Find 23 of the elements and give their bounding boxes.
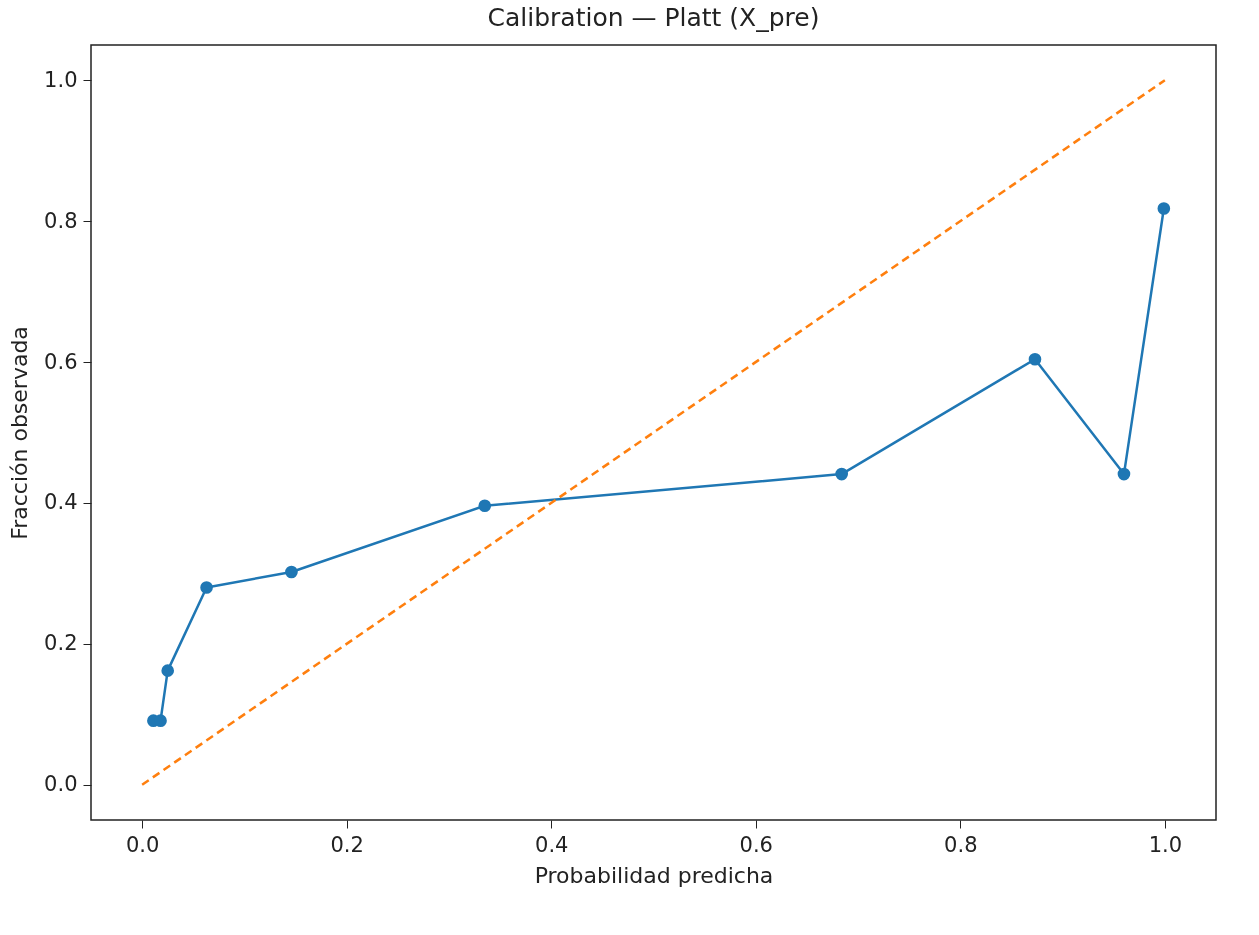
chart-title: Calibration — Platt (X_pre): [487, 3, 820, 32]
point: [161, 664, 175, 677]
y-tick-label: 0.4: [44, 490, 78, 515]
y-tick-label: 0.2: [44, 631, 78, 656]
x-tick-label: 1.0: [1148, 832, 1183, 857]
point: [1117, 467, 1131, 481]
point: [1028, 352, 1042, 366]
point: [200, 581, 213, 594]
point: [1157, 202, 1171, 215]
y-axis-title: Fracción observada: [7, 326, 33, 540]
x-axis-title: Probabilidad predicha: [534, 862, 774, 888]
x-tick-label: 0.0: [125, 832, 160, 857]
y-tick-label: 0.6: [44, 349, 78, 374]
point: [285, 565, 298, 579]
x-tick-label: 0.4: [535, 832, 569, 857]
x-tick-label: 0.8: [944, 832, 978, 857]
y-tick-label: 0.0: [44, 772, 78, 797]
y-tick-label: 0.8: [44, 208, 78, 233]
x-tick-label: 0.2: [330, 832, 364, 857]
point: [478, 499, 492, 513]
point: [835, 467, 849, 481]
y-tick-label: 1.0: [44, 67, 78, 92]
x-tick-label: 0.6: [739, 832, 773, 857]
